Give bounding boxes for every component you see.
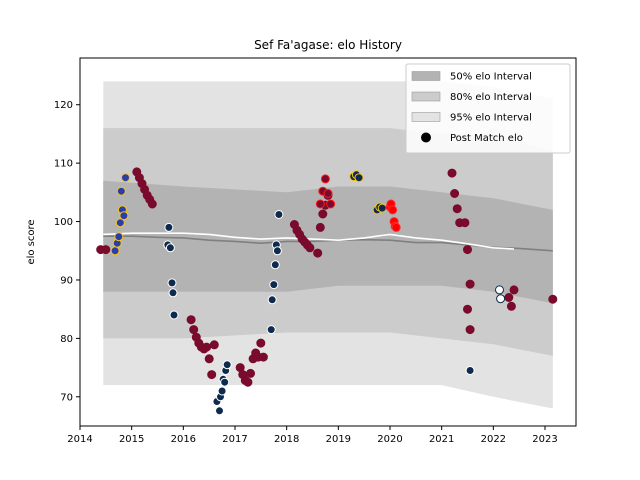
- series-line-1: [103, 232, 515, 250]
- data-point: [313, 248, 323, 258]
- data-point: [116, 186, 126, 196]
- data-point: [496, 294, 506, 304]
- legend-label: 95% elo Interval: [450, 113, 532, 124]
- data-point: [258, 352, 268, 362]
- data-point: [121, 173, 130, 183]
- legend: 50% elo Interval 80% elo Interval 95% elo …: [405, 63, 571, 154]
- data-point: [509, 285, 519, 295]
- data-point: [165, 243, 175, 253]
- y-tick-label: 120: [54, 100, 73, 111]
- plot-frame: [79, 57, 577, 427]
- data-point: [266, 325, 276, 335]
- legend-label: 50% elo Interval: [450, 72, 532, 83]
- x-tick-label: 2018: [274, 434, 299, 445]
- data-point: [504, 293, 514, 302]
- data-point: [463, 304, 472, 314]
- data-point: [147, 199, 157, 209]
- data-point: [388, 205, 398, 215]
- data-point: [164, 222, 174, 232]
- data-point: [495, 285, 504, 295]
- legend-label: 80% elo Interval: [450, 92, 532, 103]
- data-point: [463, 245, 472, 255]
- data-point: [243, 377, 253, 387]
- y-axis-label: elo score: [26, 219, 37, 264]
- data-point: [220, 377, 230, 387]
- data-point: [465, 279, 475, 289]
- y-tick-label: 70: [60, 392, 73, 403]
- data-point: [119, 211, 129, 221]
- data-point: [548, 294, 558, 304]
- x-tick-label: 2019: [326, 434, 351, 445]
- axes: 2014 2015 2016 2017 2018 2019 2020 2021 2022 2023…: [54, 57, 577, 445]
- legend-swatch: [411, 71, 441, 81]
- data-point: [315, 222, 325, 232]
- data-point: [189, 325, 199, 335]
- data-point: [274, 210, 284, 219]
- data-point: [452, 204, 462, 214]
- data-point: [256, 338, 266, 348]
- data-point: [465, 325, 475, 335]
- x-tick-label: 2014: [67, 434, 92, 445]
- data-point: [267, 295, 277, 305]
- data-point: [305, 243, 315, 253]
- data-point: [447, 168, 457, 178]
- data-point: [101, 245, 111, 255]
- plot-area: [96, 81, 558, 416]
- data-point: [115, 218, 125, 228]
- x-tick-label: 2016: [171, 434, 196, 445]
- data-point: [204, 354, 214, 364]
- data-point: [315, 199, 325, 209]
- data-point: [215, 406, 224, 416]
- legend-swatch: [411, 91, 441, 102]
- data-point: [110, 246, 120, 256]
- data-point: [246, 368, 255, 378]
- x-tick-label: 2017: [222, 434, 247, 445]
- data-point: [186, 315, 196, 325]
- data-point: [222, 360, 232, 370]
- data-point: [272, 246, 282, 256]
- legend-box: [405, 63, 571, 154]
- data-point: [217, 386, 227, 396]
- y-tick-label: 100: [54, 217, 73, 228]
- data-point: [168, 288, 178, 298]
- data-point: [318, 209, 328, 219]
- data-point: [465, 366, 475, 375]
- data-point: [377, 203, 387, 213]
- x-tick-label: 2022: [481, 434, 506, 445]
- data-point: [450, 189, 460, 198]
- y-tick-label: 80: [60, 334, 73, 345]
- data-point: [323, 189, 333, 198]
- series-line-0: [103, 235, 553, 252]
- data-point: [202, 342, 212, 352]
- data-point: [326, 199, 336, 209]
- data-point: [169, 310, 179, 320]
- data-point: [320, 174, 330, 184]
- chart-title: Sef Fa'agase: elo History: [254, 38, 402, 52]
- band-50: [103, 180, 553, 304]
- legend-marker: [421, 132, 431, 143]
- y-tick-label: 110: [54, 159, 73, 170]
- x-tick-label: 2015: [119, 434, 144, 445]
- x-tick-label: 2021: [429, 434, 454, 445]
- data-point: [391, 222, 401, 232]
- y-tick-label: 90: [60, 275, 73, 286]
- x-tick-label: 2023: [532, 434, 557, 445]
- data-point: [209, 340, 219, 350]
- data-point: [167, 278, 177, 288]
- data-point: [270, 260, 280, 270]
- x-tick-label: 2020: [377, 434, 402, 445]
- data-point: [354, 173, 364, 183]
- data-point: [207, 370, 217, 380]
- data-point: [114, 232, 124, 242]
- legend-swatch: [411, 112, 441, 122]
- data-point: [460, 218, 470, 228]
- data-point: [506, 301, 516, 311]
- data-point: [269, 280, 279, 290]
- legend-label: Post Match elo: [450, 133, 523, 144]
